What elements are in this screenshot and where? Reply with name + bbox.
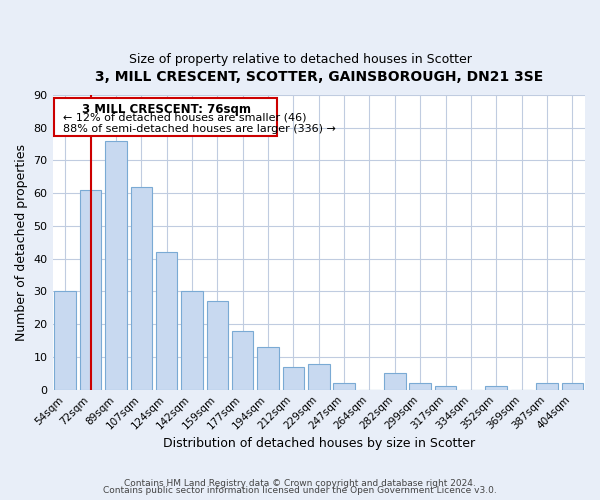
Bar <box>485 386 507 390</box>
Bar <box>55 292 76 390</box>
Text: ← 12% of detached houses are smaller (46): ← 12% of detached houses are smaller (46… <box>62 113 306 123</box>
Bar <box>206 302 228 390</box>
Text: Size of property relative to detached houses in Scotter: Size of property relative to detached ho… <box>128 52 472 66</box>
Bar <box>105 141 127 390</box>
Bar <box>562 383 583 390</box>
Bar <box>181 292 203 390</box>
Text: 3 MILL CRESCENT: 76sqm: 3 MILL CRESCENT: 76sqm <box>82 103 251 116</box>
Bar <box>435 386 457 390</box>
Text: 88% of semi-detached houses are larger (336) →: 88% of semi-detached houses are larger (… <box>62 124 335 134</box>
Y-axis label: Number of detached properties: Number of detached properties <box>15 144 28 341</box>
Bar <box>131 186 152 390</box>
Bar <box>308 364 329 390</box>
FancyBboxPatch shape <box>54 98 277 136</box>
Bar <box>232 331 253 390</box>
Bar <box>156 252 178 390</box>
Bar <box>80 190 101 390</box>
Bar <box>334 383 355 390</box>
Title: 3, MILL CRESCENT, SCOTTER, GAINSBOROUGH, DN21 3SE: 3, MILL CRESCENT, SCOTTER, GAINSBOROUGH,… <box>95 70 543 84</box>
X-axis label: Distribution of detached houses by size in Scotter: Distribution of detached houses by size … <box>163 437 475 450</box>
Text: Contains public sector information licensed under the Open Government Licence v3: Contains public sector information licen… <box>103 486 497 495</box>
Bar <box>384 374 406 390</box>
Bar <box>409 383 431 390</box>
Bar <box>257 347 279 390</box>
Bar <box>536 383 558 390</box>
Bar <box>283 367 304 390</box>
Text: Contains HM Land Registry data © Crown copyright and database right 2024.: Contains HM Land Registry data © Crown c… <box>124 478 476 488</box>
